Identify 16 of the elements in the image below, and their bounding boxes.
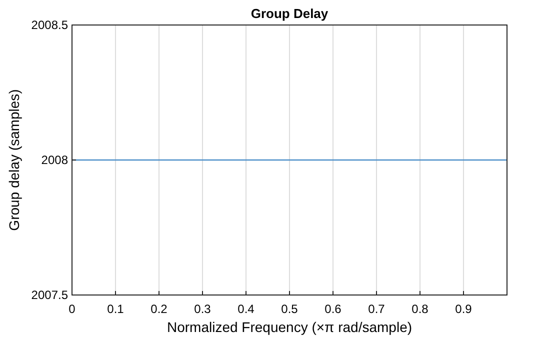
x-axis-title: Normalized Frequency (×π rad/sample) bbox=[166, 319, 412, 335]
x-tick-label: 0.1 bbox=[107, 302, 124, 316]
x-tick-label: 0.7 bbox=[368, 302, 386, 316]
x-tick-label: 0.4 bbox=[238, 302, 255, 316]
y-tick-label: 2007.5 bbox=[31, 288, 68, 302]
chart-title: Group Delay bbox=[250, 6, 329, 21]
y-tick-label: 2008 bbox=[41, 153, 68, 168]
x-tick-label: 0 bbox=[68, 302, 76, 316]
y-axis-title: Group delay (samples) bbox=[6, 89, 22, 231]
x-tick-label: 0.2 bbox=[150, 302, 168, 316]
x-tick-label: 0.5 bbox=[281, 302, 298, 316]
y-tick-label: 2008.5 bbox=[31, 18, 68, 32]
x-tick-label: 0.3 bbox=[194, 302, 212, 316]
x-tick-label: 0.9 bbox=[455, 302, 472, 316]
x-tick-label: 0.6 bbox=[324, 302, 342, 316]
x-tick-label: 0.8 bbox=[412, 302, 429, 316]
